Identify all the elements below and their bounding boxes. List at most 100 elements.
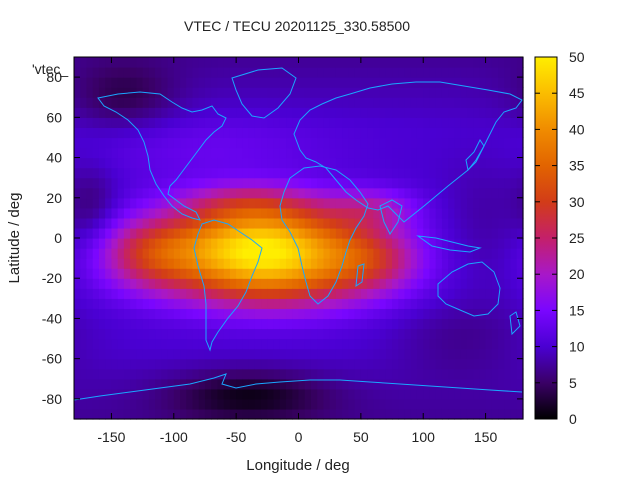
heatmap-cell bbox=[286, 147, 293, 159]
heatmap-cell bbox=[167, 97, 175, 108]
heatmap-cell bbox=[148, 147, 156, 159]
heatmap-cell bbox=[155, 67, 162, 78]
heatmap-cell bbox=[130, 238, 137, 249]
heatmap-cell bbox=[360, 308, 368, 320]
heatmap-cell bbox=[429, 157, 437, 169]
heatmap-cell bbox=[304, 57, 312, 68]
heatmap-cell bbox=[404, 197, 412, 209]
heatmap-cell bbox=[74, 127, 81, 139]
heatmap-cell bbox=[342, 77, 349, 88]
y-tick-label: -60 bbox=[42, 351, 62, 367]
heatmap-cell bbox=[385, 67, 393, 78]
heatmap-cell bbox=[186, 248, 194, 259]
heatmap-cell bbox=[435, 197, 443, 209]
heatmap-cell bbox=[491, 268, 499, 279]
heatmap-cell bbox=[398, 137, 406, 149]
heatmap-cell bbox=[473, 268, 480, 279]
heatmap-cell bbox=[242, 378, 250, 390]
heatmap-cell bbox=[204, 77, 212, 88]
heatmap-cell bbox=[180, 157, 187, 169]
heatmap-cell bbox=[167, 107, 175, 118]
heatmap-cell bbox=[410, 177, 418, 189]
heatmap-cell bbox=[292, 227, 300, 239]
heatmap-cell bbox=[292, 248, 300, 259]
heatmap-cell bbox=[98, 238, 106, 249]
heatmap-cell bbox=[373, 348, 381, 360]
heatmap-cell bbox=[74, 368, 81, 380]
heatmap-cell bbox=[435, 268, 443, 279]
heatmap-cell bbox=[198, 117, 206, 128]
heatmap-cell bbox=[429, 408, 437, 420]
heatmap-cell bbox=[298, 217, 306, 229]
heatmap-cell bbox=[142, 67, 150, 78]
heatmap-cell bbox=[273, 197, 281, 209]
heatmap-cell bbox=[236, 338, 243, 350]
heatmap-cell bbox=[161, 127, 169, 139]
heatmap-cell bbox=[211, 278, 219, 289]
heatmap-cell bbox=[360, 368, 368, 380]
heatmap-cell bbox=[510, 107, 518, 118]
heatmap-cell bbox=[479, 288, 487, 299]
heatmap-cell bbox=[385, 338, 393, 350]
heatmap-cell bbox=[123, 238, 131, 249]
heatmap-cell bbox=[254, 298, 262, 309]
heatmap-cell bbox=[123, 308, 131, 320]
heatmap-cell bbox=[416, 197, 424, 209]
heatmap-cell bbox=[223, 248, 231, 259]
heatmap-cell bbox=[161, 268, 169, 279]
heatmap-cell bbox=[223, 77, 231, 88]
heatmap-cell bbox=[410, 57, 418, 68]
heatmap-cell bbox=[317, 298, 325, 309]
heatmap-cell bbox=[267, 378, 275, 390]
heatmap-cell bbox=[86, 187, 94, 199]
heatmap-cell bbox=[485, 398, 493, 410]
heatmap-cell bbox=[460, 117, 468, 128]
heatmap-cell bbox=[74, 388, 81, 400]
heatmap-cell bbox=[211, 308, 219, 320]
heatmap-cell bbox=[192, 97, 200, 108]
heatmap-cell bbox=[211, 207, 219, 219]
heatmap-cell bbox=[111, 248, 119, 259]
heatmap-cell bbox=[466, 57, 474, 68]
heatmap-cell bbox=[435, 328, 443, 340]
heatmap-cell bbox=[404, 338, 412, 350]
heatmap-cell bbox=[448, 358, 456, 370]
heatmap-cell bbox=[292, 378, 300, 390]
heatmap-cell bbox=[379, 388, 387, 400]
heatmap-cell bbox=[404, 348, 412, 360]
heatmap-cell bbox=[323, 167, 331, 179]
heatmap-cell bbox=[292, 408, 300, 420]
heatmap-cell bbox=[192, 368, 200, 380]
heatmap-cell bbox=[479, 157, 487, 169]
heatmap-cell bbox=[466, 398, 474, 410]
heatmap-cell bbox=[479, 227, 487, 239]
heatmap-cell bbox=[74, 207, 81, 219]
heatmap-cell bbox=[211, 238, 219, 249]
heatmap-cell bbox=[367, 77, 374, 88]
heatmap-cell bbox=[123, 348, 131, 360]
heatmap-cell bbox=[479, 378, 487, 390]
heatmap-cell bbox=[142, 308, 150, 320]
heatmap-cell bbox=[267, 207, 275, 219]
heatmap-cell bbox=[354, 157, 362, 169]
heatmap-cell bbox=[360, 177, 368, 189]
heatmap-cell bbox=[223, 378, 231, 390]
heatmap-cell bbox=[317, 207, 325, 219]
heatmap-cell bbox=[279, 398, 287, 410]
heatmap-cell bbox=[198, 97, 206, 108]
heatmap-cell bbox=[485, 147, 493, 159]
heatmap-cell bbox=[105, 358, 113, 370]
heatmap-cell bbox=[155, 197, 162, 209]
heatmap-cell bbox=[148, 398, 156, 410]
heatmap-cell bbox=[111, 318, 119, 330]
heatmap-cell bbox=[248, 167, 256, 179]
heatmap-cell bbox=[254, 248, 262, 259]
heatmap-cell bbox=[161, 398, 169, 410]
heatmap-cell bbox=[416, 187, 424, 199]
heatmap-cell bbox=[286, 308, 293, 320]
heatmap-cell bbox=[367, 348, 374, 360]
heatmap-cell bbox=[360, 358, 368, 370]
heatmap-cell bbox=[348, 338, 356, 350]
heatmap-cell bbox=[460, 258, 468, 269]
heatmap-cell bbox=[254, 107, 262, 118]
